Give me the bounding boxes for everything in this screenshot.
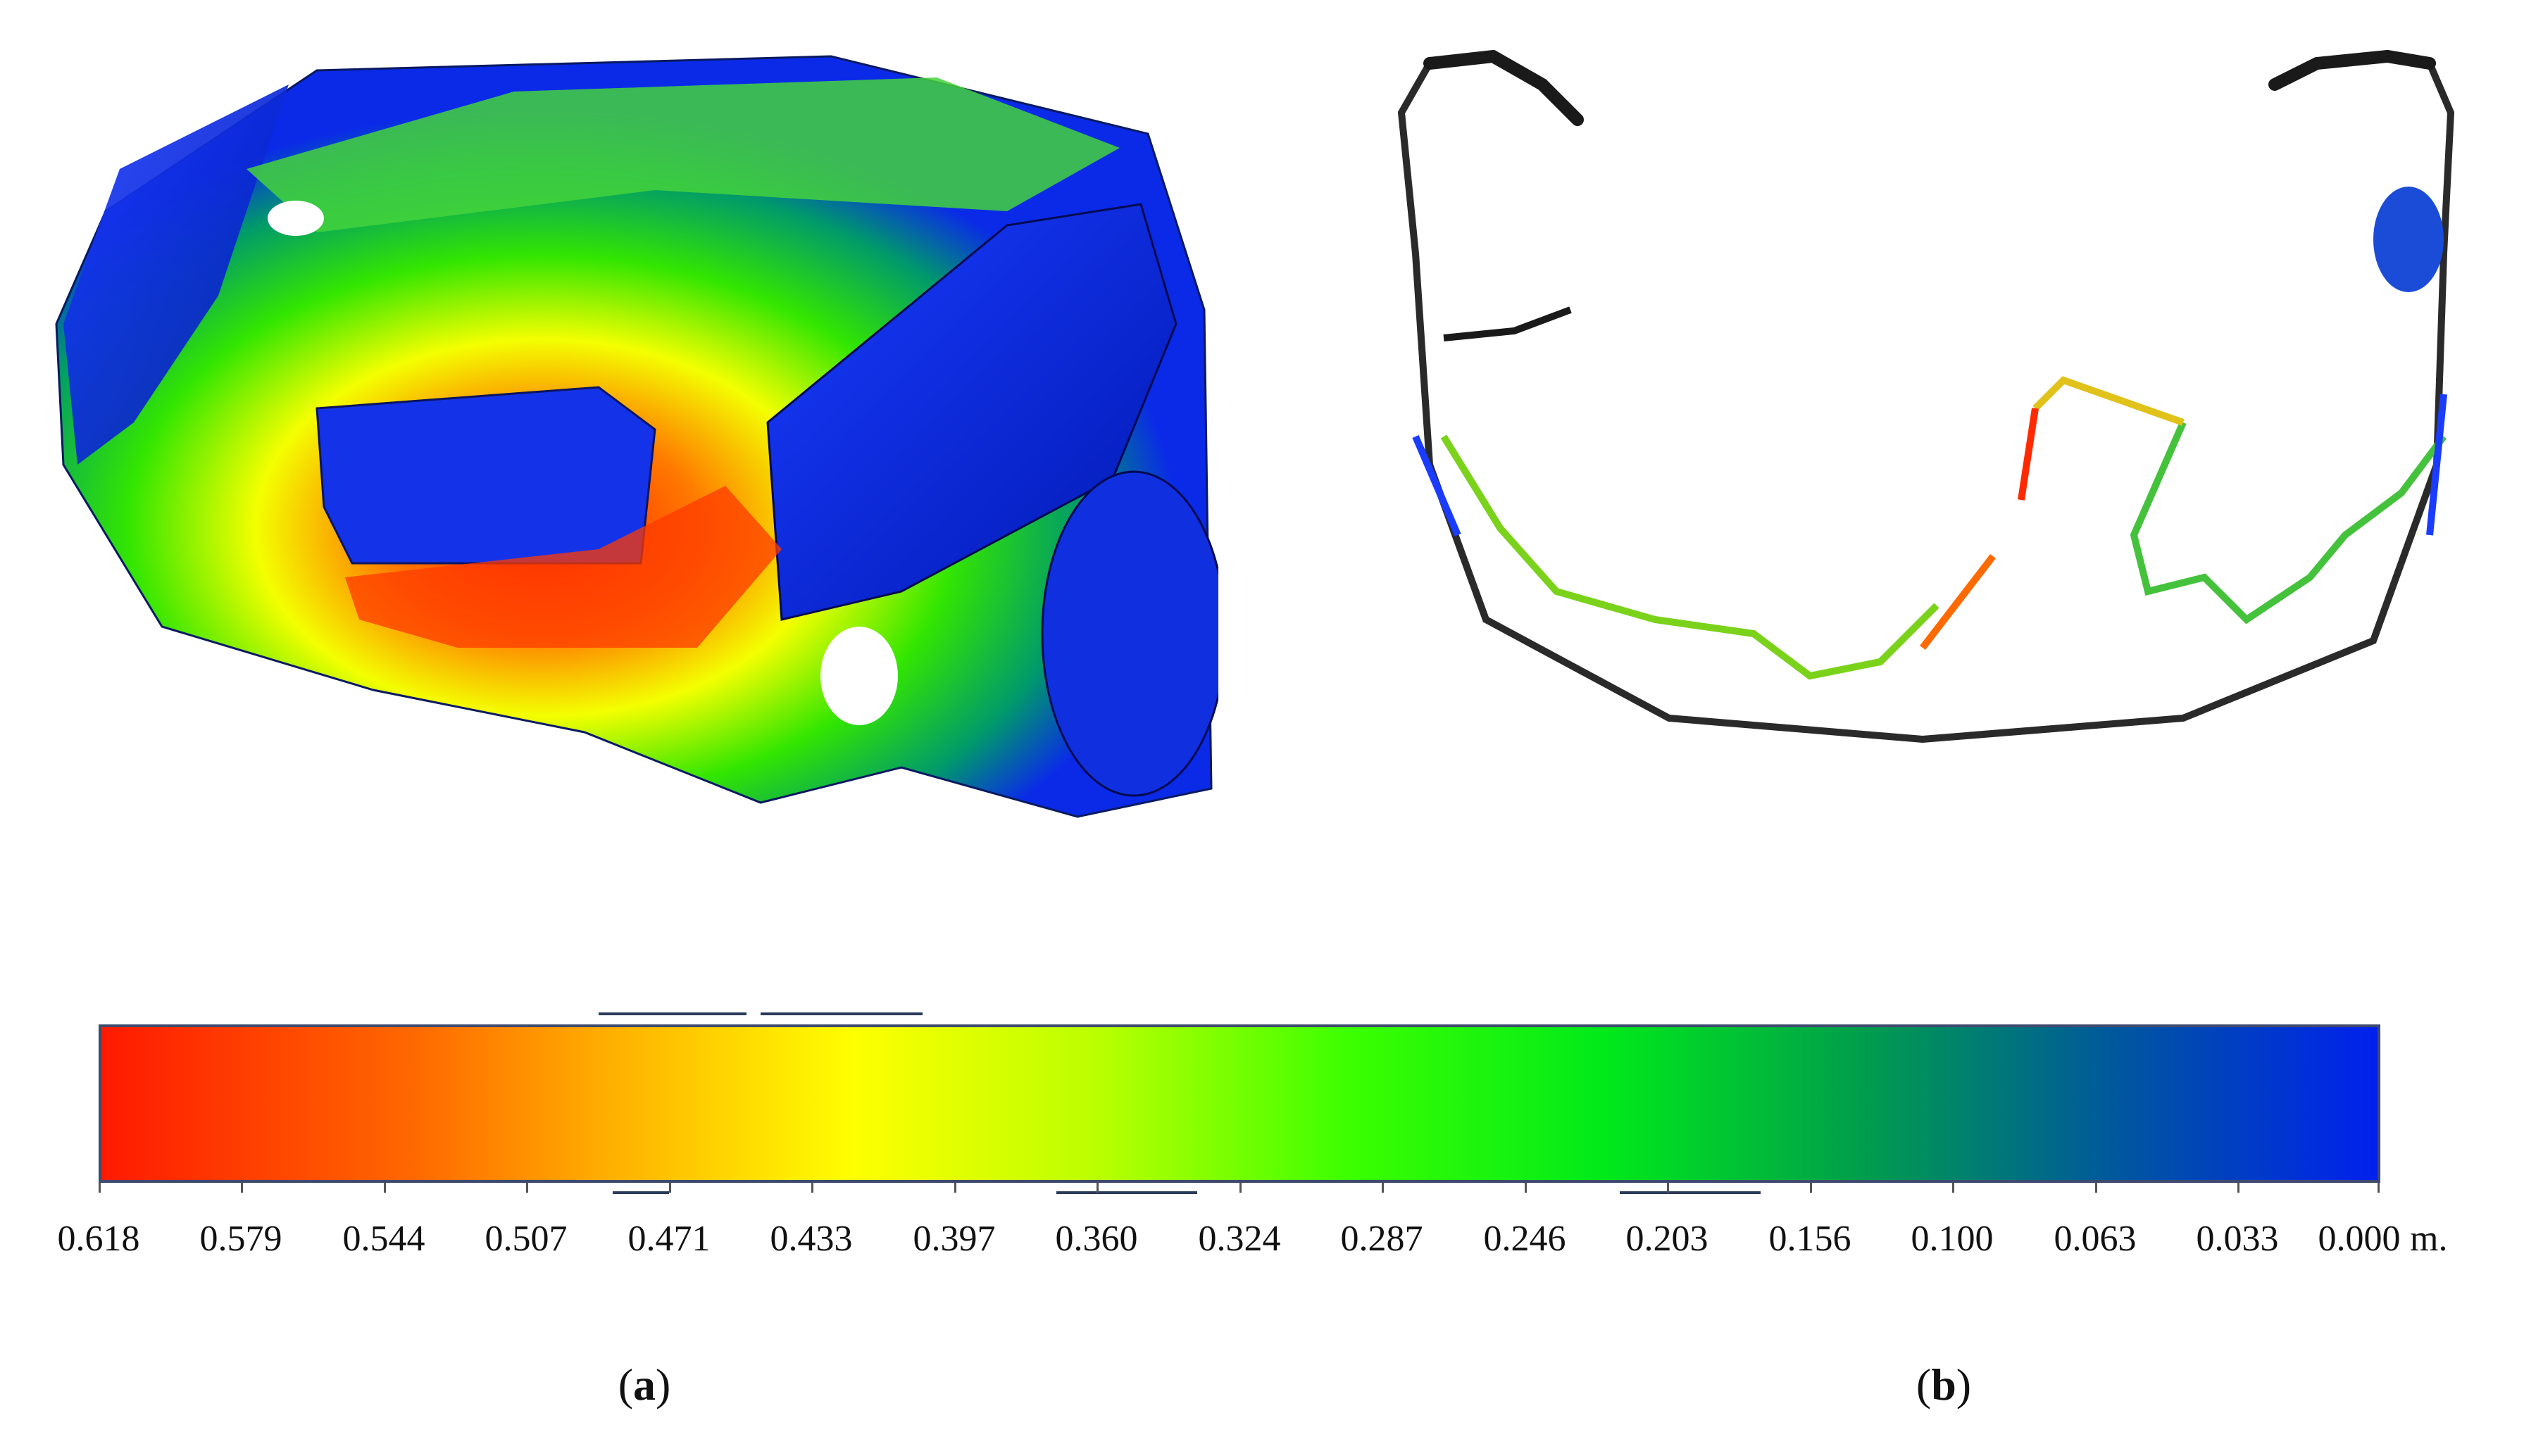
section-blue-blob: [2373, 187, 2444, 292]
tick-label: 0.618: [57, 1219, 140, 1259]
section-profile-cool: [2426, 394, 2447, 536]
colorbar-artifact-line: [613, 1191, 669, 1194]
colorbar-artifact-line: [599, 1012, 746, 1015]
mesh-top-band: [246, 77, 1120, 232]
tick-label: 0.397: [913, 1219, 996, 1259]
tick-label: 0.579: [199, 1219, 282, 1259]
colorbar-tick: [241, 1183, 243, 1193]
section-profile-hot: [1920, 553, 1996, 651]
mesh-hole: [820, 627, 898, 725]
caption-a-letter: a: [633, 1360, 656, 1410]
colorbar-tick: [669, 1183, 671, 1193]
tick-label: 0.287: [1340, 1219, 1423, 1259]
colorbar-tick: [1810, 1183, 1812, 1193]
tick-label: 0.000: [2318, 1219, 2401, 1259]
colorbar-tick: [1382, 1183, 1384, 1193]
colorbar-tick: [1097, 1183, 1099, 1193]
mesh-right-head: [766, 203, 1177, 621]
section-fragment: [2268, 49, 2436, 91]
colorbar-artifact-line: [1056, 1191, 1197, 1194]
section-profile: [1440, 434, 1939, 680]
tick-label: 0.156: [1768, 1219, 1851, 1259]
section-fragment: [1443, 306, 1572, 341]
colorbar-tick: [1667, 1183, 1669, 1193]
mesh-illustration: [55, 55, 1218, 818]
tick-label: 0.471: [627, 1219, 711, 1259]
caption-a: (a): [618, 1360, 671, 1410]
colorbar-tick: [1239, 1183, 1242, 1193]
tick-label: 0.433: [770, 1219, 853, 1259]
mesh-left-shell: [63, 84, 289, 465]
colorbar-unit: m.: [2410, 1219, 2448, 1259]
section-profile: [2130, 420, 2447, 625]
colorbar-tick: [384, 1183, 386, 1193]
mesh-wheel: [1041, 470, 1218, 797]
tick-label: 0.203: [1625, 1219, 1708, 1259]
colorbar-tick: [99, 1183, 101, 1193]
colorbar-tick: [526, 1183, 528, 1193]
mesh-hot-zone: [345, 486, 782, 648]
tick-label: 0.033: [2196, 1219, 2279, 1259]
colorbar-tick-labels: 0.618 0.579 0.544 0.507 0.471 0.433 0.39…: [35, 1218, 2448, 1267]
mesh-inner-block: [316, 386, 656, 565]
tick-label: 0.360: [1055, 1219, 1138, 1259]
cross-section-illustration: [1397, 49, 2455, 743]
mesh-hole: [268, 201, 324, 236]
colorbar-tick: [2237, 1183, 2239, 1193]
colorbar-tick: [954, 1183, 956, 1193]
colorbar-tick: [1952, 1183, 1954, 1193]
panel-a-3d-mesh: [21, 28, 1218, 838]
panel-b-cross-section: [1373, 42, 2486, 789]
tick-label: 0.544: [342, 1219, 425, 1259]
colorbar-tick: [1525, 1183, 1527, 1193]
tick-label: 0.246: [1483, 1219, 1566, 1259]
tick-label: 0.324: [1198, 1219, 1281, 1259]
colorbar-artifact-line: [1620, 1191, 1761, 1194]
caption-b: (b): [1916, 1360, 1972, 1410]
section-profile: [2032, 376, 2185, 426]
section-outline: [1397, 60, 2455, 743]
colorbar-gradient: [99, 1024, 2380, 1183]
colorbar-tick: [2378, 1183, 2380, 1193]
tick-label: 0.063: [2054, 1219, 2137, 1259]
section-fragment: [1423, 49, 1584, 126]
tick-label: 0.507: [485, 1219, 568, 1259]
colorbar-tick: [2095, 1183, 2097, 1193]
section-profile-cool: [1412, 435, 1461, 536]
colorbar-artifact-line: [761, 1012, 923, 1015]
tick-label: 0.100: [1911, 1219, 1994, 1259]
colorbar: 0.618 0.579 0.544 0.507 0.471 0.433 0.39…: [58, 1007, 2447, 1274]
colorbar-tick: [811, 1183, 813, 1193]
caption-b-letter: b: [1931, 1360, 1956, 1410]
section-profile-hot: [2018, 408, 2039, 501]
